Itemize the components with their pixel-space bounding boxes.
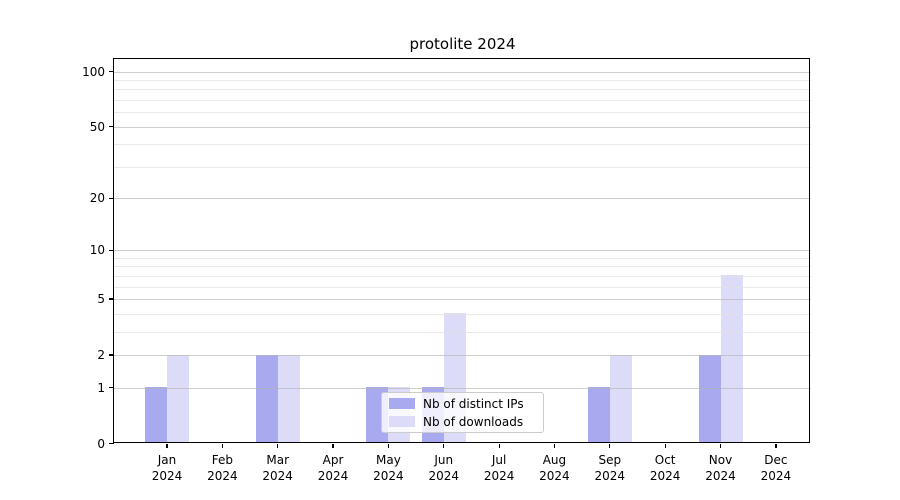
x-tick-dec — [775, 443, 777, 448]
legend-label-distinct-ips: Nb of distinct IPs — [423, 396, 524, 411]
x-tick-sep — [609, 443, 611, 448]
x-tick-label-apr: Apr 2024 — [317, 452, 349, 484]
y-tick-0 — [108, 442, 114, 445]
gridline-major-50 — [114, 126, 811, 128]
y-tick-50 — [108, 126, 114, 128]
gridline-minor-60 — [114, 112, 811, 114]
gridline-minor-8 — [114, 266, 811, 268]
x-tick-apr — [332, 443, 334, 448]
x-tick-mar — [277, 443, 279, 448]
y-tick-20 — [108, 197, 114, 199]
y-tick-label-50: 50 — [89, 119, 105, 134]
gridline-minor-9 — [114, 257, 811, 259]
y-tick-label-5: 5 — [97, 292, 105, 307]
x-tick-label-oct: Oct 2024 — [649, 452, 681, 484]
x-tick-nov — [719, 443, 722, 448]
legend-entry-distinct-ips: Nb of distinct IPs — [389, 397, 536, 411]
legend: Nb of distinct IPs Nb of downloads — [381, 392, 544, 433]
y-tick-label-10: 10 — [89, 243, 105, 258]
gridline-minor-6 — [114, 286, 811, 288]
x-tick-jan — [166, 443, 168, 448]
y-tick-label-20: 20 — [89, 191, 105, 206]
x-tick-label-jul: Jul 2024 — [483, 452, 515, 484]
x-tick-oct — [664, 443, 666, 448]
y-tick-label-2: 2 — [97, 347, 105, 362]
y-tick-2 — [108, 354, 114, 356]
gridline-major-10 — [114, 250, 811, 252]
gridline-minor-30 — [114, 166, 811, 168]
gridline-major-5 — [114, 299, 811, 301]
x-tick-aug — [553, 443, 556, 448]
gridline-minor-80 — [114, 89, 811, 91]
y-tick-label-100: 100 — [82, 64, 105, 79]
x-tick-jul — [498, 443, 500, 448]
x-tick-jun — [443, 443, 445, 448]
gridline-major-1 — [114, 387, 811, 389]
legend-entry-downloads: Nb of downloads — [389, 415, 536, 429]
legend-swatch-downloads — [389, 416, 415, 427]
x-tick-label-feb: Feb 2024 — [207, 452, 238, 484]
y-tick-label-0: 0 — [97, 436, 105, 451]
x-tick-label-nov: Nov 2024 — [705, 452, 736, 484]
bar-distinct-ips-jan — [145, 387, 167, 443]
plot-area — [114, 59, 811, 443]
gridline-major-100 — [114, 71, 811, 73]
chart-title: protolite 2024 — [409, 35, 516, 53]
gridline-minor-90 — [114, 79, 811, 81]
gridline-minor-70 — [114, 99, 811, 101]
y-tick-100 — [108, 70, 114, 73]
gridline-minor-4 — [114, 313, 811, 315]
gridline-major-20 — [114, 198, 811, 200]
gridline-major-2 — [114, 354, 811, 356]
bar-downloads-jan — [167, 354, 189, 443]
y-tick-10 — [108, 249, 114, 251]
bar-downloads-sep — [609, 354, 632, 443]
legend-label-downloads: Nb of downloads — [423, 414, 524, 429]
legend-swatch-distinct-ips — [389, 398, 415, 409]
x-tick-label-jun: Jun 2024 — [428, 452, 460, 484]
x-tick-feb — [221, 443, 224, 448]
gridline-minor-40 — [114, 144, 811, 146]
x-tick-label-may: May 2024 — [373, 452, 404, 484]
bar-distinct-ips-mar — [255, 354, 278, 443]
y-tick-label-1: 1 — [97, 380, 105, 395]
x-tick-label-jan: Jan 2024 — [151, 452, 183, 484]
x-tick-label-dec: Dec 2024 — [760, 452, 792, 484]
bar-downloads-nov — [720, 275, 743, 443]
x-tick-label-aug: Aug 2024 — [539, 452, 570, 484]
x-tick-label-mar: Mar 2024 — [262, 452, 293, 484]
gridline-minor-7 — [114, 275, 811, 277]
bar-downloads-mar — [277, 354, 300, 443]
x-tick-may — [387, 443, 390, 448]
y-tick-1 — [108, 387, 114, 389]
y-tick-5 — [108, 298, 114, 300]
gridline-minor-3 — [114, 331, 811, 333]
bar-distinct-ips-nov — [698, 354, 721, 443]
bar-distinct-ips-sep — [587, 387, 610, 443]
x-tick-label-sep: Sep 2024 — [594, 452, 626, 484]
